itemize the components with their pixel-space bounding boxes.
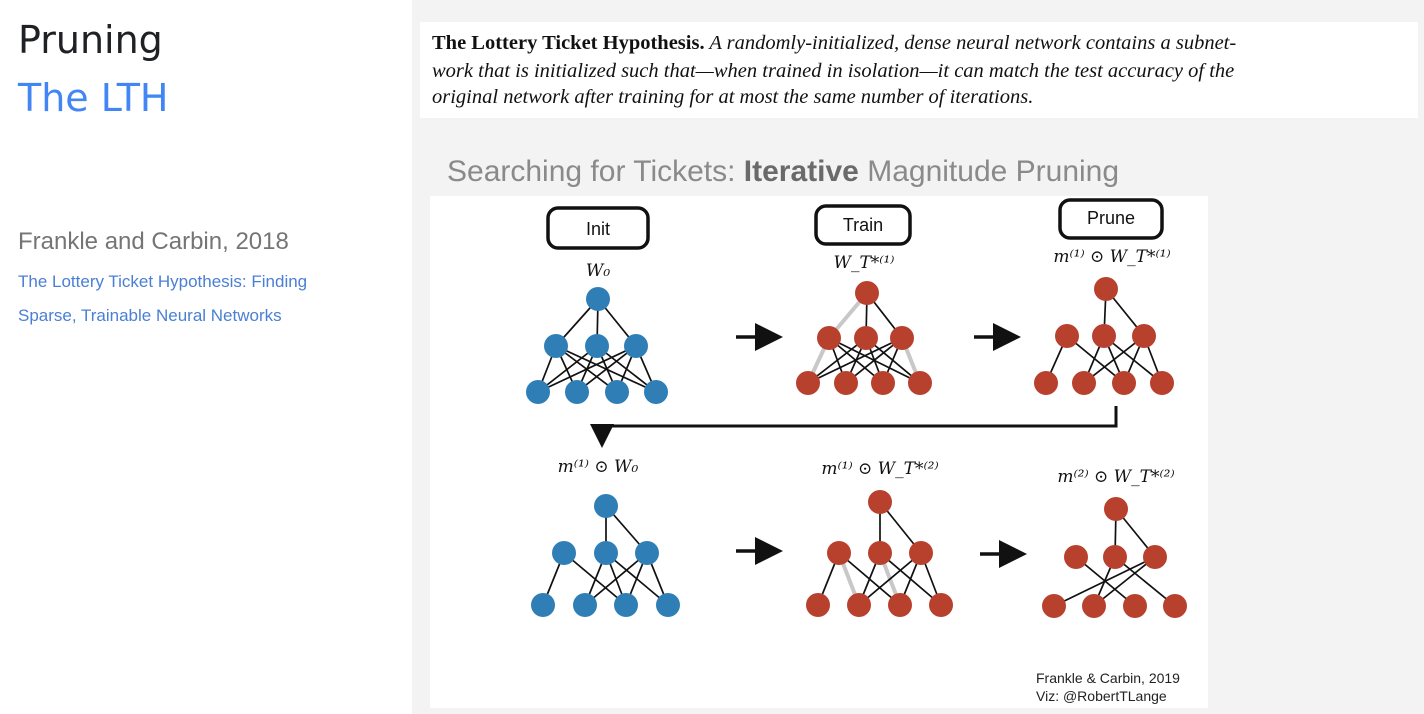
slide-subtitle: The LTH bbox=[18, 76, 169, 120]
paper-title-link-line-1[interactable]: The Lottery Ticket Hypothesis: Finding bbox=[18, 272, 308, 291]
network-repruned bbox=[1042, 497, 1187, 618]
formula-reinit: m⁽¹⁾ ⊙ W₀ bbox=[558, 457, 639, 477]
slide-title: Pruning bbox=[18, 18, 163, 62]
definition-line-1: The Lottery Ticket Hypothesis. A randoml… bbox=[432, 32, 1236, 55]
slide-left-panel: Pruning The LTH Frankle and Carbin, 2018… bbox=[0, 0, 412, 714]
pruning-diagram: Init Train Prune W₀ W_T*⁽¹⁾ m⁽¹⁾ ⊙ W_T*⁽… bbox=[430, 196, 1208, 708]
network-reinit bbox=[531, 494, 680, 617]
step-label-train: Train bbox=[843, 215, 883, 235]
heading-bold: Iterative bbox=[743, 155, 859, 188]
step-box-prune bbox=[1058, 198, 1164, 240]
section-heading: Searching for Tickets: Iterative Magnitu… bbox=[447, 155, 1119, 189]
network-retrained bbox=[806, 490, 953, 617]
definition-line-2: work that is initialized such that—when … bbox=[432, 60, 1235, 82]
network-pruned bbox=[1034, 277, 1174, 395]
hypothesis-definition-box: The Lottery Ticket Hypothesis. A randoml… bbox=[420, 22, 1418, 118]
definition-term: The Lottery Ticket Hypothesis. bbox=[432, 32, 705, 54]
definition-line-3: original network after training for at m… bbox=[432, 86, 1034, 108]
formula-reprune: m⁽²⁾ ⊙ W_T*⁽²⁾ bbox=[1057, 467, 1174, 487]
arrow-loop-back bbox=[590, 406, 1118, 448]
step-label-init: Init bbox=[586, 219, 610, 239]
pruning-diagram-svg: Init Train Prune W₀ W_T*⁽¹⁾ m⁽¹⁾ ⊙ W_T*⁽… bbox=[526, 198, 1187, 618]
formula-prune: m⁽¹⁾ ⊙ W_T*⁽¹⁾ bbox=[1053, 247, 1170, 267]
step-box-init bbox=[546, 206, 650, 250]
citation-authors: Frankle and Carbin, 2018 bbox=[18, 228, 289, 255]
figure-credit-line-1: Frankle & Carbin, 2019 bbox=[1036, 670, 1180, 686]
step-box-train bbox=[814, 204, 912, 246]
paper-title-link-line-2[interactable]: Sparse, Trainable Neural Networks bbox=[18, 306, 282, 325]
definition-text-1: A randomly-initialized, dense neural net… bbox=[709, 32, 1237, 54]
step-label-prune: Prune bbox=[1087, 208, 1135, 228]
heading-suffix: Magnitude Pruning bbox=[858, 155, 1120, 188]
network-trained bbox=[796, 281, 932, 395]
network-init bbox=[526, 287, 668, 404]
formula-retrain: m⁽¹⁾ ⊙ W_T*⁽²⁾ bbox=[821, 459, 938, 479]
formula-init: W₀ bbox=[586, 261, 610, 281]
formula-train: W_T*⁽¹⁾ bbox=[834, 253, 895, 273]
figure-credit-line-2: Viz: @RobertTLange bbox=[1036, 688, 1167, 704]
heading-prefix: Searching for Tickets: bbox=[447, 155, 744, 188]
